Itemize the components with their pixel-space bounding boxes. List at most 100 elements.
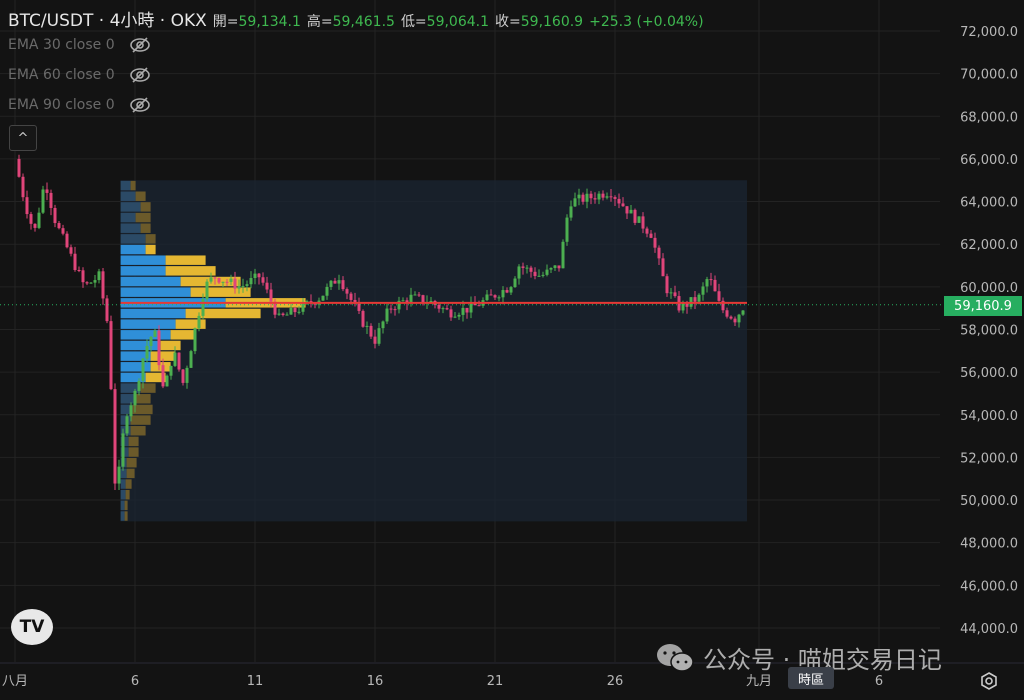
close-value: 59,160.9 xyxy=(520,14,584,30)
candle-body xyxy=(93,280,97,283)
candle-body xyxy=(293,307,297,313)
candle-body xyxy=(617,198,621,204)
profile-bar-down xyxy=(135,191,146,201)
profile-bar-down xyxy=(150,351,176,361)
volume-profile xyxy=(120,180,748,522)
profile-bar-down xyxy=(150,362,171,372)
candle-body xyxy=(701,286,705,295)
profile-bar-up xyxy=(120,372,146,383)
time-axis[interactable]: 八月 6 11 16 21 26 九月 6 xyxy=(2,674,883,689)
timezone-button[interactable]: 時區 xyxy=(788,667,834,689)
candle-body xyxy=(281,313,285,315)
indicator-ema-60[interactable]: EMA 60 close 0 xyxy=(8,66,151,84)
candle-body xyxy=(561,241,565,269)
profile-bar-up xyxy=(120,330,171,340)
low-label: 低= xyxy=(400,14,427,30)
y-tick-label: 60,000.0 xyxy=(960,281,1018,296)
candle-body xyxy=(77,270,81,272)
candle-body xyxy=(413,294,417,296)
candle-body xyxy=(285,314,289,316)
candle-body xyxy=(353,299,357,304)
candle-body xyxy=(149,336,153,346)
indicator-ema-90[interactable]: EMA 90 close 0 xyxy=(8,96,151,114)
candle-body xyxy=(613,197,617,199)
y-tick-label: 62,000.0 xyxy=(960,238,1018,253)
candle-body xyxy=(189,351,193,368)
profile-bar-down xyxy=(165,266,216,276)
profile-bar-up xyxy=(120,351,151,361)
eye-off-icon[interactable] xyxy=(129,96,151,114)
eye-off-icon[interactable] xyxy=(129,66,151,84)
candle-body xyxy=(49,192,53,208)
candle-body xyxy=(333,280,337,284)
y-tick-label: 46,000.0 xyxy=(960,579,1018,594)
price-axis[interactable]: 72,000.0 70,000.0 68,000.0 66,000.0 64,000.0… xyxy=(960,25,1018,637)
profile-bar-down xyxy=(130,415,151,425)
collapse-legend-button[interactable]: ^ xyxy=(9,125,37,151)
x-tick-label: 16 xyxy=(367,674,384,689)
candle-body xyxy=(721,300,725,311)
profile-bar-down xyxy=(140,383,156,393)
candle-body xyxy=(21,176,25,198)
tradingview-logo[interactable]: TV xyxy=(11,609,53,645)
profile-bar-down xyxy=(124,511,128,521)
y-tick-label: 64,000.0 xyxy=(960,196,1018,211)
profile-bar-up xyxy=(120,383,141,393)
candle-body xyxy=(737,314,741,323)
candle-body xyxy=(457,314,461,317)
candle-body xyxy=(105,298,109,322)
candle-body xyxy=(357,303,361,311)
candle-body xyxy=(657,247,661,259)
candle-body xyxy=(445,308,449,310)
candle-body xyxy=(65,233,69,248)
candle-body xyxy=(549,267,553,270)
profile-bar-up xyxy=(120,202,141,212)
candle-body xyxy=(373,336,377,344)
profile-bar-down xyxy=(170,330,196,340)
candle-body xyxy=(237,286,241,289)
candles xyxy=(17,154,745,490)
candle-body xyxy=(725,310,729,317)
y-tick-label: 44,000.0 xyxy=(960,622,1018,637)
symbol-title[interactable]: BTC/USDT · 4小時 · OKX xyxy=(8,11,207,31)
candle-body xyxy=(489,294,493,296)
y-tick-label: 48,000.0 xyxy=(960,537,1018,552)
indicator-ema-30[interactable]: EMA 30 close 0 xyxy=(8,36,151,54)
candle-body xyxy=(257,273,261,278)
candle-body xyxy=(37,212,41,228)
indicator-label: EMA 90 close 0 xyxy=(8,97,115,113)
profile-bar-down xyxy=(145,372,166,383)
chart-legend-header: BTC/USDT · 4小時 · OKX 開=59,134.1 高=59,461… xyxy=(8,6,704,31)
x-tick-label: 6 xyxy=(875,674,883,689)
candle-body xyxy=(253,273,257,279)
profile-bar-down xyxy=(185,308,261,319)
y-tick-label: 52,000.0 xyxy=(960,451,1018,466)
candle-body xyxy=(417,294,421,296)
settings-icon[interactable] xyxy=(980,672,998,690)
x-tick-label: 21 xyxy=(487,674,504,689)
candle-body xyxy=(301,302,305,312)
indicator-label: EMA 30 close 0 xyxy=(8,37,115,53)
candle-body xyxy=(453,316,457,318)
current-price-label: 59,160.9 xyxy=(944,296,1022,316)
candle-body xyxy=(321,295,325,301)
candle-body xyxy=(401,300,405,302)
candle-body xyxy=(157,330,161,366)
profile-bar-up xyxy=(120,511,125,521)
candle-body xyxy=(397,300,401,310)
candle-body xyxy=(97,271,101,281)
profile-bar-down xyxy=(135,394,151,404)
candle-body xyxy=(653,237,657,248)
candle-body xyxy=(713,279,717,292)
candle-body xyxy=(637,216,641,223)
profile-bar-down xyxy=(126,468,135,479)
candle-body xyxy=(649,233,653,238)
y-tick-label: 68,000.0 xyxy=(960,110,1018,125)
profile-bar-down xyxy=(130,180,136,191)
candle-body xyxy=(273,301,277,315)
candle-body xyxy=(265,282,269,290)
candle-body xyxy=(17,158,21,177)
candle-body xyxy=(193,328,197,352)
eye-off-icon[interactable] xyxy=(129,36,151,54)
